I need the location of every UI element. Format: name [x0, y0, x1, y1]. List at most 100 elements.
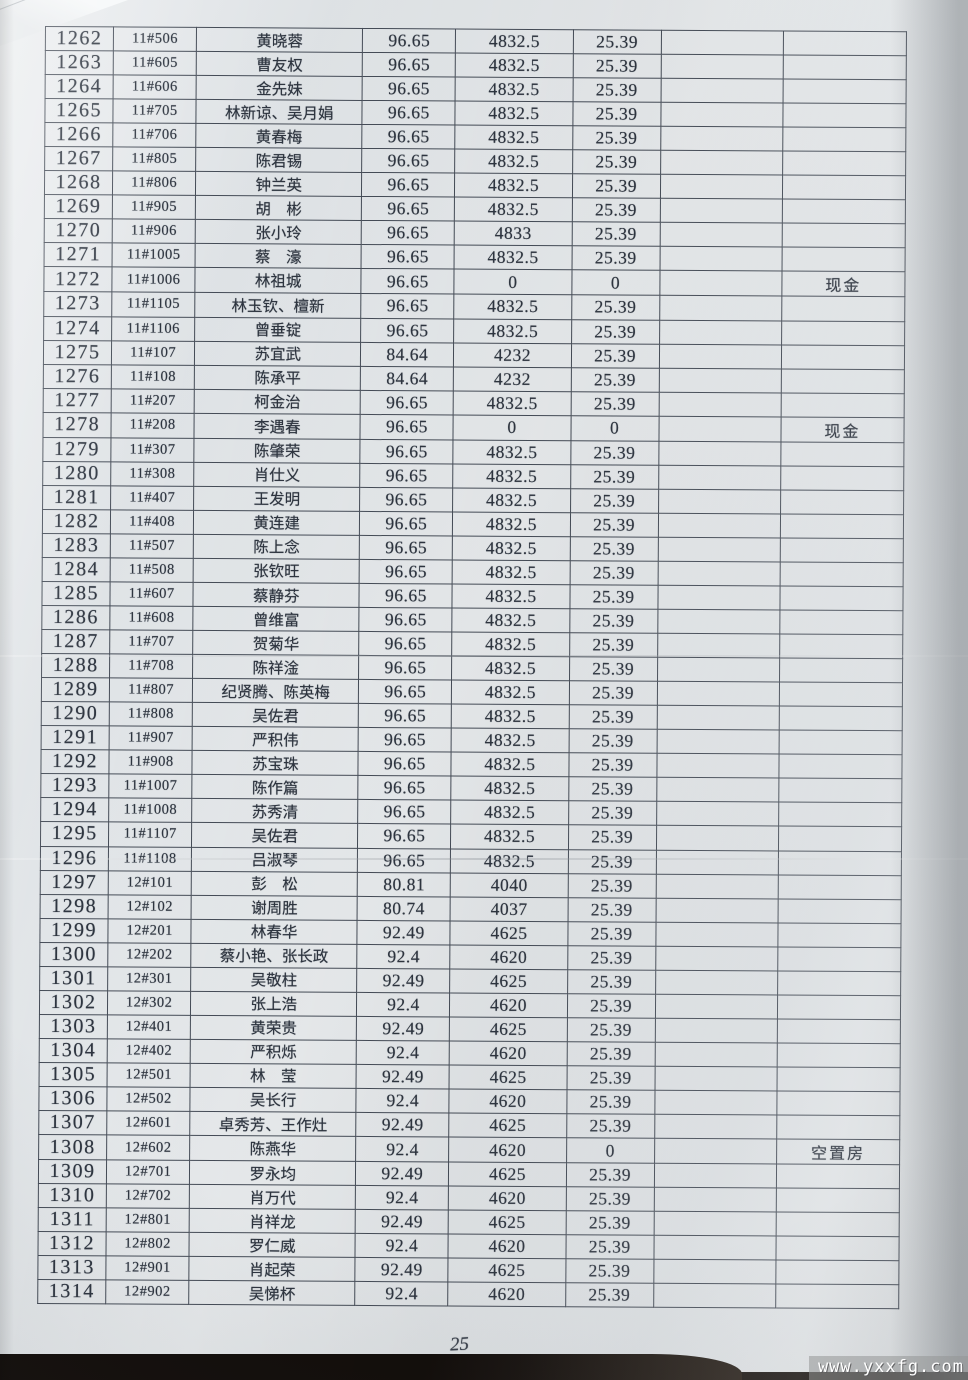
owner-name-cell: 曹友权	[196, 51, 363, 77]
blank-cell	[655, 921, 778, 947]
note-cell	[778, 850, 902, 876]
table-body: 1262 11#506 黄晓蓉 96.65 4832.5 25.39 1263 11#605 曹…	[37, 26, 907, 1310]
amount-cell: 4832.5	[450, 848, 569, 874]
room-no-cell: 11#107	[111, 340, 195, 366]
amount-cell: 4833	[454, 221, 572, 247]
serial-no-cell: 1294	[40, 797, 109, 823]
area-cell: 84.64	[360, 366, 454, 391]
area-cell: 92.4	[355, 1233, 449, 1259]
serial-no-cell: 1312	[37, 1231, 107, 1257]
amount-cell: 4832.5	[455, 101, 573, 126]
amount-cell: 4832.5	[451, 728, 569, 754]
fee-cell: 25.39	[570, 367, 660, 392]
room-no-cell: 11#307	[110, 437, 195, 463]
area-cell: 96.65	[361, 268, 455, 295]
owner-name-cell: 金先妹	[196, 75, 363, 101]
fee-cell: 25.39	[571, 295, 660, 320]
blank-cell	[654, 1018, 778, 1043]
note-cell	[778, 802, 902, 828]
owner-name-cell: 罗仁威	[189, 1232, 356, 1258]
serial-no-cell: 1286	[41, 605, 111, 630]
note-cell: 现金	[781, 271, 906, 298]
owner-name-cell: 陈上念	[193, 534, 360, 560]
area-cell: 96.65	[362, 28, 456, 54]
blank-cell	[659, 246, 782, 272]
area-cell: 96.65	[361, 220, 455, 246]
area-cell: 96.65	[357, 847, 451, 873]
serial-no-cell: 1288	[41, 653, 110, 679]
area-cell: 96.65	[358, 727, 452, 753]
owner-name-cell: 曾垂锭	[194, 316, 362, 342]
room-no-cell: 12#302	[107, 990, 191, 1016]
owner-name-cell: 林玉钦、檀新	[194, 292, 362, 318]
amount-cell: 4832.5	[454, 294, 572, 320]
blank-cell	[659, 319, 782, 345]
note-cell	[779, 561, 904, 587]
note-cell	[779, 634, 903, 659]
serial-no-cell: 1313	[37, 1255, 107, 1281]
owner-name-cell: 陈肇荣	[194, 438, 361, 464]
owner-name-cell: 黄荣贵	[190, 1015, 357, 1041]
room-no-cell: 11#1108	[108, 846, 192, 871]
room-no-cell: 12#502	[106, 1086, 191, 1112]
note-cell	[776, 1042, 901, 1068]
fee-cell: 25.39	[571, 319, 660, 344]
fee-cell: 25.39	[571, 222, 660, 247]
area-cell: 96.65	[357, 823, 452, 849]
serial-no-cell: 1272	[43, 266, 113, 293]
blank-cell	[654, 1114, 777, 1140]
blank-cell	[656, 705, 780, 731]
serial-no-cell: 1262	[45, 26, 114, 51]
owner-name-cell: 贺菊华	[192, 630, 360, 656]
amount-cell: 4232	[453, 342, 572, 368]
room-no-cell: 11#508	[110, 557, 194, 583]
fee-cell: 25.39	[572, 174, 661, 199]
room-no-cell: 11#408	[110, 509, 194, 535]
fee-cell: 25.39	[572, 101, 661, 127]
blank-cell	[660, 150, 783, 176]
area-cell: 96.65	[362, 124, 456, 150]
fee-cell: 25.39	[569, 608, 658, 634]
amount-cell: 4832.5	[455, 29, 574, 54]
area-cell: 92.49	[356, 1016, 450, 1041]
fee-cell: 25.39	[572, 125, 661, 151]
fee-cell: 0	[571, 270, 660, 296]
amount-cell: 4832.5	[451, 776, 569, 802]
amount-cell: 4625	[448, 1210, 566, 1235]
note-cell	[782, 175, 906, 201]
area-cell: 96.65	[358, 775, 452, 801]
fee-cell: 25.39	[565, 1210, 654, 1236]
owner-name-cell: 吴佐君	[191, 822, 358, 848]
amount-cell: 4832.5	[455, 125, 573, 150]
serial-no-cell: 1314	[37, 1279, 106, 1305]
serial-no-cell: 1310	[38, 1183, 107, 1209]
blank-cell	[661, 30, 784, 56]
note-cell	[779, 585, 904, 611]
amount-cell: 4832.5	[454, 197, 573, 223]
blank-cell	[656, 825, 779, 851]
amount-cell: 4625	[450, 968, 568, 994]
serial-no-cell: 1285	[41, 581, 111, 606]
amount-cell: 4832.5	[453, 439, 571, 465]
area-cell: 96.65	[359, 535, 453, 560]
area-cell: 96.65	[362, 100, 456, 126]
amount-cell: 4832.5	[451, 704, 569, 729]
serial-no-cell: 1268	[44, 170, 113, 196]
owner-name-cell: 吴悌杯	[188, 1280, 356, 1306]
serial-no-cell: 1284	[42, 557, 111, 582]
area-cell: 92.4	[355, 1185, 449, 1211]
note-cell	[775, 1212, 900, 1237]
serial-no-cell: 1265	[44, 98, 114, 124]
area-cell: 92.49	[356, 1112, 450, 1138]
serial-no-cell: 1290	[41, 701, 110, 727]
serial-no-cell: 1273	[43, 291, 112, 317]
note-cell	[780, 465, 904, 491]
area-cell: 92.4	[355, 1136, 450, 1163]
note-cell	[776, 1115, 900, 1140]
blank-cell	[659, 270, 782, 297]
area-cell: 96.65	[360, 439, 454, 464]
owner-name-cell: 黄春梅	[195, 123, 363, 149]
area-cell: 96.65	[360, 317, 455, 343]
area-cell: 96.65	[358, 679, 452, 705]
amount-cell: 4832.5	[451, 680, 570, 705]
